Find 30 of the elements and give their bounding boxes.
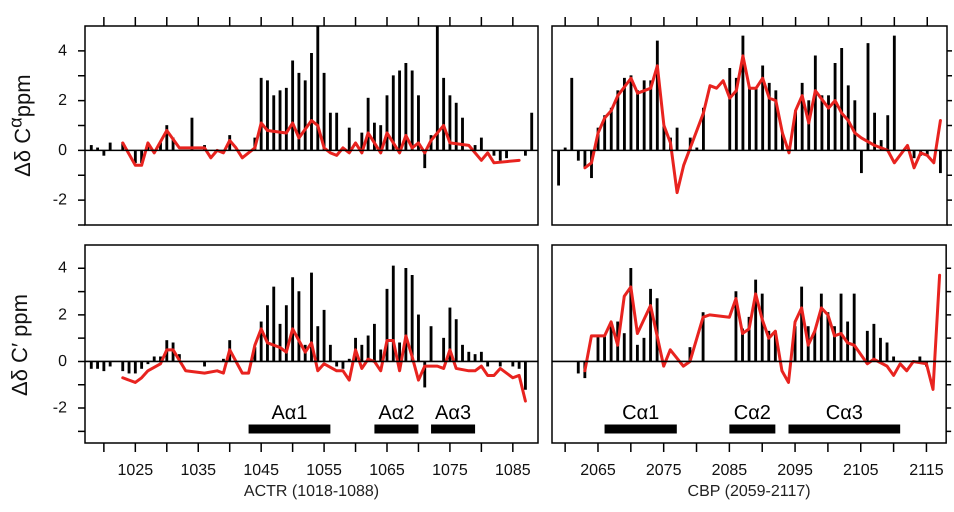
x-tick-label: 1055: [306, 462, 342, 480]
x-tick-label: 1075: [432, 462, 468, 480]
y-tick-label: 0: [58, 352, 68, 370]
x-tick-label: 1065: [369, 462, 405, 480]
x-tick-label: 1035: [180, 462, 216, 480]
y-tick-label: 2: [58, 92, 68, 110]
series-label: Cα2: [734, 402, 771, 424]
x-tick-label: 1025: [118, 462, 154, 480]
y-tick-label: 0: [58, 142, 68, 159]
y-tick-label: 4: [58, 42, 68, 60]
series-label: Aα2: [378, 402, 414, 424]
x-tick-label: 2095: [777, 462, 813, 480]
x-tick-label: 2065: [580, 462, 616, 480]
x-tick-label: 2075: [646, 462, 682, 480]
x-tick-label: 2105: [842, 462, 879, 480]
x-axis-title: CBP (2059-2117): [688, 482, 811, 500]
y-tick-label: -2: [52, 399, 68, 416]
series-label: Aα1: [271, 402, 308, 424]
x-tick-label: 1045: [243, 462, 280, 480]
series-label: Cα3: [826, 402, 863, 424]
series-label: Cα1: [622, 402, 660, 424]
y-axis-title: Δδ C′ ppm: [7, 294, 33, 396]
y-tick-label: 2: [58, 306, 68, 324]
y-tick-label: -2: [52, 192, 68, 209]
x-tick-label: 2085: [712, 462, 748, 480]
series-label: Aα3: [435, 402, 472, 424]
x-tick-label: 1085: [495, 462, 531, 480]
y-tick-label: 4: [58, 260, 68, 277]
x-tick-label: 2115: [909, 462, 944, 480]
x-axis-title: ACTR (1018-1088): [244, 482, 380, 500]
